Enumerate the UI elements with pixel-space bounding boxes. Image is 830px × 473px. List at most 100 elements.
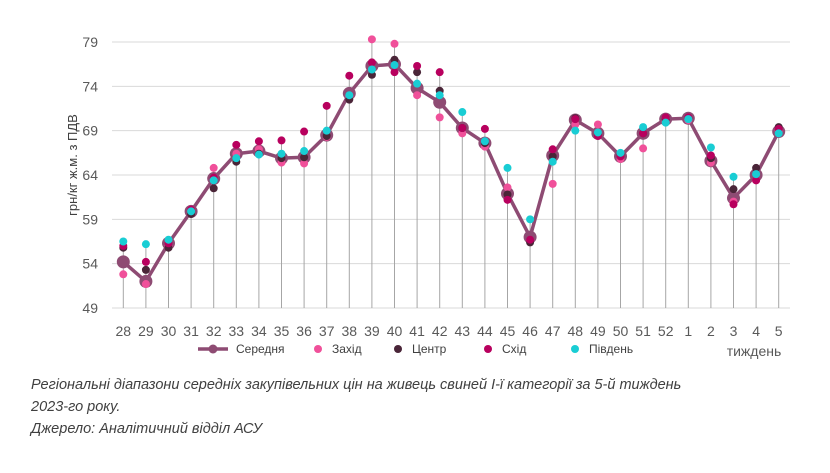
point-Південь	[480, 137, 489, 146]
point-Схід	[390, 68, 399, 77]
x-tick-label: 31	[183, 323, 199, 339]
point-Південь	[571, 126, 580, 135]
point-Захід	[300, 159, 309, 168]
point-Південь	[503, 163, 512, 172]
point-Схід	[141, 257, 150, 266]
point-Центр	[300, 153, 309, 162]
point-Захід	[141, 280, 150, 289]
point-Схід	[435, 68, 444, 77]
point-Центр	[413, 68, 422, 77]
point-Південь	[548, 157, 557, 166]
point-Схід	[322, 101, 331, 110]
point-Південь	[413, 79, 422, 88]
x-tick-label: 32	[206, 323, 222, 339]
point-Захід	[119, 270, 128, 279]
x-tick-label: 47	[545, 323, 561, 339]
legend-label: Південь	[589, 342, 633, 356]
point-Захід	[593, 120, 602, 129]
point-Схід	[232, 140, 241, 149]
x-tick-label: 44	[477, 323, 493, 339]
x-tick-label: 45	[500, 323, 516, 339]
point-Південь	[684, 115, 693, 124]
point-Схід	[526, 235, 535, 244]
point-Захід	[435, 113, 444, 122]
point-Південь	[729, 172, 738, 181]
point-Захід	[367, 35, 376, 44]
point-Південь	[390, 61, 399, 70]
point-Захід	[209, 163, 218, 172]
caption-source: Джерело: Аналітичний відділ АСУ	[31, 421, 262, 437]
caption-line-1: Регіональні діапазони середніх закупівел…	[31, 377, 682, 393]
point-Південь	[119, 237, 128, 246]
point-Центр	[141, 265, 150, 274]
point-Захід	[503, 183, 512, 192]
x-tick-label: 46	[522, 323, 538, 339]
x-tick-label: 28	[116, 323, 132, 339]
point-Схід	[345, 71, 354, 80]
caption-line-2: 2023-го року.	[31, 399, 121, 415]
legend-marker	[314, 345, 322, 353]
point-Центр	[752, 163, 761, 172]
x-tick-label: 1	[684, 323, 692, 339]
x-tick-label: 33	[229, 323, 245, 339]
drop-lines	[122, 39, 780, 308]
point-Південь	[639, 123, 648, 132]
point-Південь	[232, 154, 241, 163]
legend-label: Центр	[412, 342, 447, 356]
y-tick-label: 64	[82, 167, 98, 183]
average-series	[116, 57, 786, 288]
point-Схід	[639, 129, 648, 138]
point-Південь	[209, 176, 218, 185]
point-Захід	[639, 144, 648, 153]
point-Схід	[503, 195, 512, 204]
point-Південь	[322, 126, 331, 135]
average-line	[121, 62, 781, 284]
point-Схід	[367, 58, 376, 67]
x-tick-label: 40	[387, 323, 403, 339]
average-marker	[116, 255, 130, 269]
point-Захід	[413, 91, 422, 100]
point-Схід	[413, 61, 422, 70]
point-Схід	[480, 124, 489, 133]
point-Центр	[729, 185, 738, 194]
point-Південь	[593, 128, 602, 137]
x-tick-label: 51	[635, 323, 651, 339]
x-tick-label: 5	[775, 323, 783, 339]
x-tick-label: 30	[161, 323, 177, 339]
x-tick-label: 39	[364, 323, 380, 339]
chart-grid	[112, 41, 790, 309]
point-Схід	[706, 151, 715, 160]
point-Центр	[209, 184, 218, 193]
region-points	[119, 35, 783, 289]
legend-marker	[484, 345, 492, 353]
y-tick-label: 54	[82, 256, 98, 272]
point-Південь	[458, 108, 467, 117]
point-Схід	[277, 136, 286, 145]
x-axis-title: тиждень	[727, 343, 782, 359]
y-tick-label: 74	[82, 78, 98, 94]
point-Схід	[571, 115, 580, 124]
point-Південь	[164, 235, 173, 244]
x-tick-label: 43	[455, 323, 471, 339]
x-tick-label: 29	[138, 323, 154, 339]
x-tick-label: 48	[568, 323, 584, 339]
x-tick-label: 37	[319, 323, 335, 339]
x-tick-label: 38	[342, 323, 358, 339]
legend: Середня Захід Центр Схід Південь	[198, 342, 633, 356]
legend-label: Захід	[332, 342, 362, 356]
point-Південь	[616, 148, 625, 157]
point-Схід	[548, 145, 557, 154]
legend-marker	[394, 345, 402, 353]
y-axis-title: грн/кг ж.м. з ПДВ	[65, 114, 80, 216]
x-tick-label: 35	[274, 323, 290, 339]
average-marker	[433, 95, 447, 109]
point-Південь	[367, 65, 376, 74]
y-tick-label: 79	[82, 34, 98, 50]
legend-marker	[571, 345, 579, 353]
point-Схід	[458, 124, 467, 133]
point-Південь	[774, 129, 783, 138]
point-Схід	[254, 137, 263, 146]
x-tick-label: 50	[613, 323, 629, 339]
point-Південь	[752, 170, 761, 179]
